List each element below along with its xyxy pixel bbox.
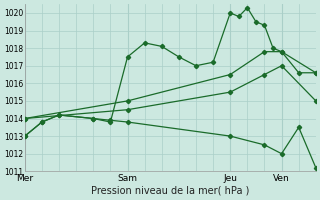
X-axis label: Pression niveau de la mer( hPa ): Pression niveau de la mer( hPa )	[91, 186, 250, 196]
